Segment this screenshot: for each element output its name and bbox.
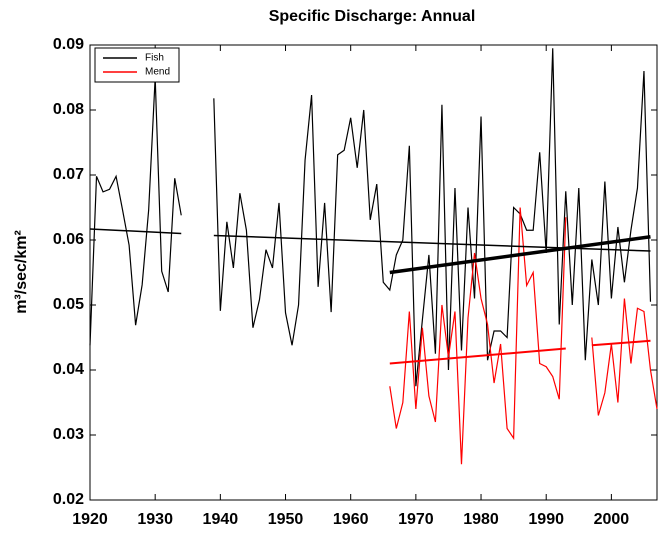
chart-title: Specific Discharge: Annual [269, 8, 476, 25]
y-tick-label: 0.07 [53, 166, 84, 183]
x-tick-label: 1990 [528, 511, 564, 528]
trend-line [389, 235, 651, 275]
legend-box [94, 47, 180, 83]
trend-line [591, 339, 651, 347]
y-tick-label: 0.09 [53, 36, 84, 53]
x-tick-label: 1960 [333, 511, 369, 528]
data-line [89, 48, 652, 387]
y-tick-label: 0.08 [53, 101, 84, 118]
trend-line [389, 347, 566, 365]
x-tick-label: 1940 [203, 511, 239, 528]
x-tick-label: 1970 [398, 511, 434, 528]
y-axis-label: m³/sec/km² [13, 230, 30, 314]
y-tick-label: 0.04 [53, 361, 84, 378]
trend-line [89, 228, 182, 235]
x-tick-label: 1980 [463, 511, 499, 528]
x-tick-label: 2000 [594, 511, 630, 528]
legend-label: Fish [145, 53, 164, 64]
y-tick-label: 0.03 [53, 426, 84, 443]
y-tick-label: 0.06 [53, 231, 84, 248]
y-tick-label: 0.05 [53, 296, 84, 313]
trend-line [213, 234, 651, 252]
x-tick-label: 1950 [268, 511, 304, 528]
y-tick-label: 0.02 [53, 491, 84, 508]
x-tick-label: 1920 [72, 511, 108, 528]
x-tick-label: 1930 [137, 511, 173, 528]
plot-frame [89, 44, 658, 501]
legend-label: Mend [145, 67, 170, 78]
data-line [389, 207, 658, 465]
